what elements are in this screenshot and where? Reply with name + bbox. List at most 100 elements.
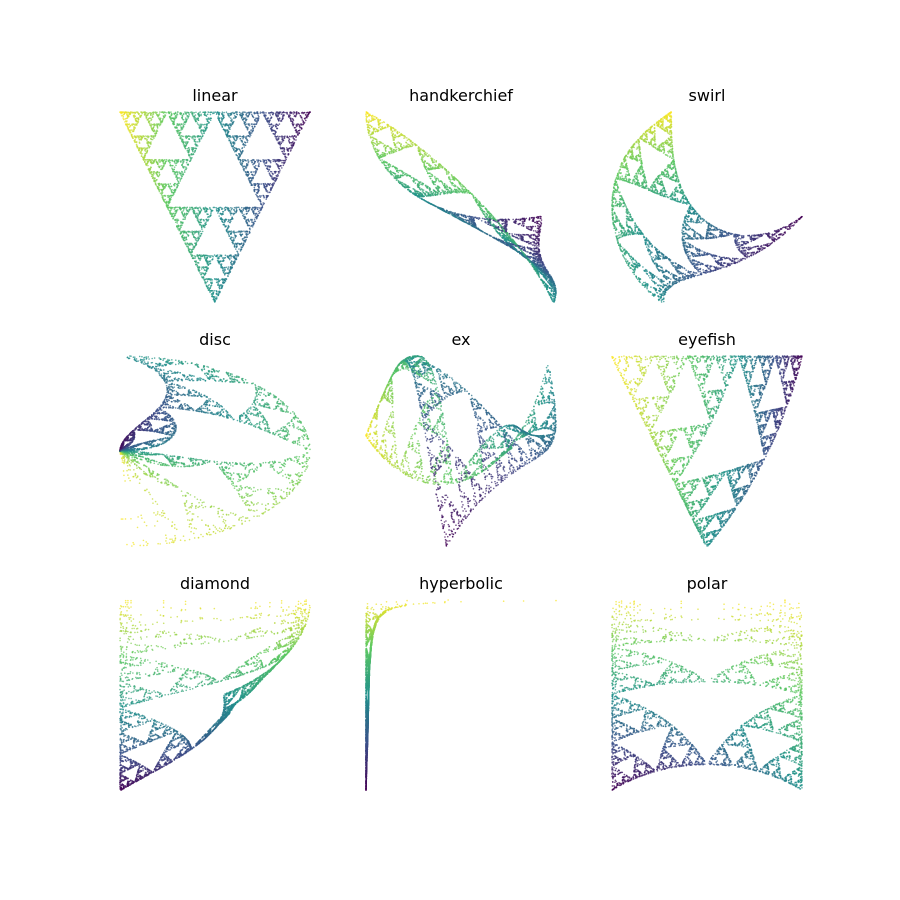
- data-point: [186, 212, 189, 215]
- data-point: [227, 135, 229, 137]
- data-point: [253, 188, 255, 191]
- data-point: [180, 221, 182, 224]
- data-point: [177, 184, 179, 187]
- data-point: [259, 160, 262, 163]
- data-point: [189, 206, 191, 209]
- data-point: [258, 187, 260, 189]
- data-point: [219, 121, 221, 124]
- data-point: [126, 123, 129, 126]
- data-point: [229, 135, 232, 137]
- data-point: [227, 115, 230, 117]
- data-point: [224, 129, 227, 131]
- data-point: [143, 135, 145, 137]
- data-point: [203, 132, 205, 134]
- data-point: [199, 207, 202, 210]
- data-point: [254, 164, 257, 167]
- data-point: [188, 135, 190, 137]
- data-point: [145, 135, 147, 137]
- data-point: [185, 141, 188, 143]
- data-point: [195, 263, 197, 266]
- data-point: [183, 123, 186, 126]
- data-point: [182, 141, 185, 143]
- data-point: [150, 175, 153, 178]
- data-point: [209, 291, 211, 294]
- data-point: [180, 136, 182, 139]
- data-point: [258, 162, 260, 164]
- data-point: [241, 238, 244, 240]
- data-point: [277, 170, 280, 173]
- data-point: [185, 167, 188, 170]
- data-point: [210, 284, 213, 287]
- data-point: [171, 167, 173, 169]
- data-point: [184, 168, 187, 170]
- data-point: [293, 138, 296, 140]
- data-point: [256, 215, 258, 218]
- data-point: [137, 113, 140, 116]
- data-point: [205, 260, 208, 262]
- data-point: [277, 165, 280, 167]
- data-point: [203, 279, 206, 282]
- data-point: [176, 130, 179, 133]
- data-point: [260, 203, 262, 205]
- data-point: [180, 127, 183, 130]
- data-point: [156, 171, 159, 174]
- data-point: [192, 114, 194, 117]
- data-point: [172, 121, 175, 124]
- data-point: [168, 198, 171, 200]
- data-point: [256, 159, 258, 161]
- data-point: [248, 208, 251, 210]
- data-point: [243, 230, 245, 232]
- data-point: [294, 126, 297, 129]
- data-point: [273, 177, 276, 179]
- data-point: [295, 139, 297, 141]
- data-point: [131, 134, 133, 136]
- data-point: [146, 142, 148, 144]
- data-point: [178, 133, 181, 135]
- data-point: [161, 195, 164, 197]
- data-point: [205, 257, 207, 259]
- data-point: [194, 232, 196, 234]
- data-point: [187, 245, 190, 248]
- data-point: [212, 292, 214, 294]
- data-point: [284, 161, 286, 164]
- data-point: [147, 112, 150, 115]
- data-point: [192, 246, 195, 249]
- data-point: [149, 159, 152, 162]
- data-point: [241, 214, 244, 217]
- data-point: [222, 259, 225, 262]
- data-point: [242, 160, 245, 162]
- data-point: [198, 112, 200, 114]
- data-point: [250, 180, 252, 182]
- data-point: [175, 211, 178, 214]
- data-point: [192, 245, 195, 247]
- data-point: [262, 182, 265, 185]
- data-point: [265, 161, 268, 164]
- data-point: [145, 138, 147, 140]
- data-point: [217, 278, 220, 280]
- data-point: [164, 198, 166, 201]
- data-point: [203, 274, 206, 276]
- data-point: [281, 167, 283, 169]
- data-point: [128, 126, 131, 128]
- data-point: [163, 163, 165, 166]
- data-point: [220, 260, 223, 262]
- data-point: [253, 162, 256, 164]
- data-point: [204, 266, 207, 268]
- data-point: [150, 114, 152, 116]
- data-point: [271, 130, 273, 132]
- data-point: [249, 181, 252, 184]
- data-point: [247, 178, 250, 180]
- data-point: [193, 257, 195, 259]
- data-point: [224, 278, 226, 280]
- data-point: [177, 181, 180, 183]
- data-point: [275, 131, 278, 133]
- data-point: [207, 213, 209, 216]
- data-point: [147, 143, 149, 145]
- data-point: [165, 184, 167, 187]
- data-point: [224, 218, 227, 221]
- data-point: [278, 123, 281, 125]
- data-point: [181, 117, 183, 119]
- data-point: [227, 275, 229, 277]
- data-point: [224, 208, 227, 211]
- data-point: [198, 222, 200, 224]
